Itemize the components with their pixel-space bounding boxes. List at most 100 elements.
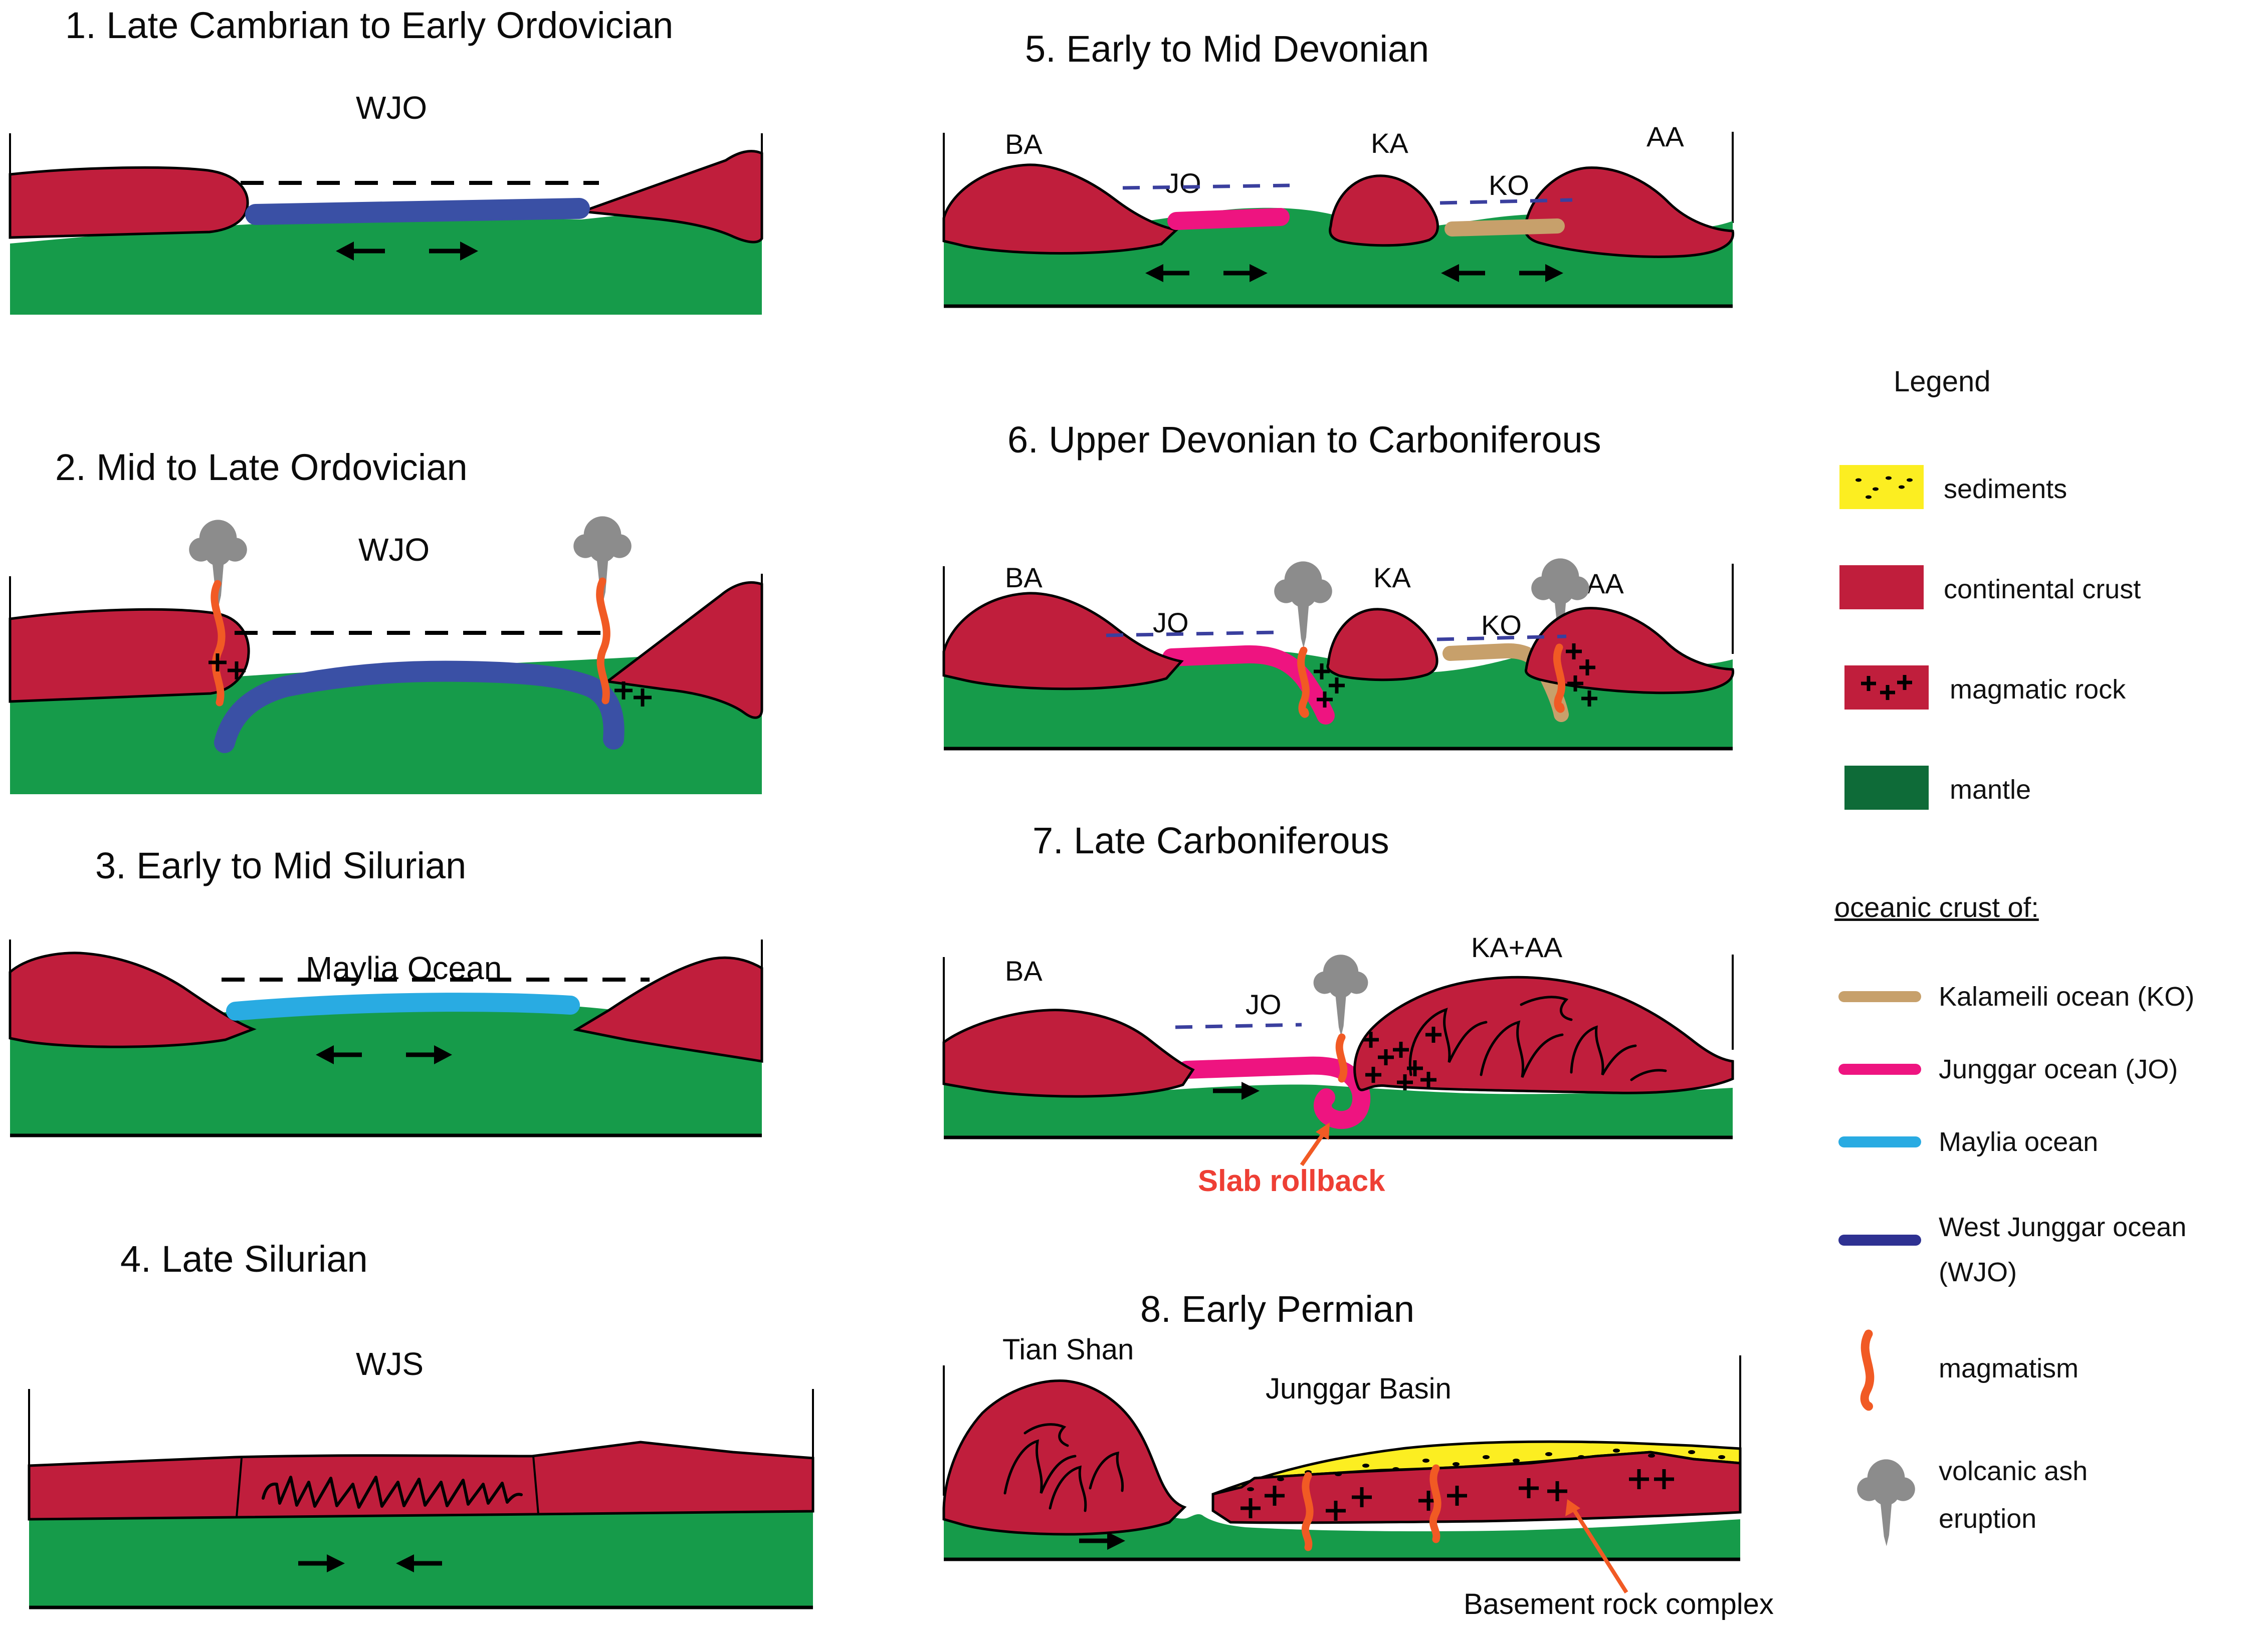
jo-crust-rollback bbox=[1177, 1056, 1371, 1129]
junggar-label: Junggar ocean (JO) bbox=[1939, 1054, 2178, 1084]
basement-rock-complex-label: Basement rock complex bbox=[1464, 1588, 1774, 1620]
basement-annotation-arrow bbox=[1565, 1499, 1628, 1594]
continental-crust-left bbox=[9, 608, 250, 703]
maylia-label: Maylia ocean bbox=[1939, 1127, 2099, 1157]
panel-8-title: 8. Early Permian bbox=[1140, 1288, 1414, 1330]
sediments-swatch-dots bbox=[1855, 476, 1913, 499]
panel-6-title: 6. Upper Devonian to Carboniferous bbox=[1007, 419, 1601, 460]
ko-label: KO bbox=[1481, 609, 1522, 641]
ba-label: BA bbox=[1005, 562, 1043, 593]
aa-continental-crust bbox=[1524, 166, 1735, 258]
ash-label-line2: eruption bbox=[1939, 1504, 2037, 1534]
panel-2-title: 2. Mid to Late Ordovician bbox=[55, 446, 468, 488]
continental-crust-right bbox=[604, 581, 763, 719]
aa-continental-crust bbox=[1524, 607, 1734, 694]
maylia-line-swatch bbox=[1838, 1136, 1921, 1147]
continental-crust-left bbox=[9, 166, 249, 239]
panel-2-drawing bbox=[9, 516, 763, 794]
spreading-arrows bbox=[1145, 264, 1563, 282]
magmatism-label: magmatism bbox=[1939, 1353, 2079, 1383]
magmatism-squiggle bbox=[1297, 646, 1310, 718]
mantle-swatch bbox=[1844, 766, 1929, 810]
sediments-label: sediments bbox=[1944, 474, 2068, 504]
junggar-line-swatch bbox=[1838, 1064, 1921, 1075]
plate-motion-arrow bbox=[1213, 1082, 1260, 1100]
basement-rock-complex bbox=[1211, 1451, 1742, 1524]
panel-7: 7. Late Carboniferous BA JO KA+AA Slab r… bbox=[930, 807, 1772, 1278]
sea-level-dashed-line bbox=[1175, 1023, 1302, 1029]
tian-shan-label: Tian Shan bbox=[1002, 1333, 1134, 1366]
fold-lines bbox=[1003, 1423, 1124, 1512]
panel-4: 4. Late Silurian WJS bbox=[5, 1233, 837, 1628]
continental-crust-label: continental crust bbox=[1944, 574, 2141, 604]
wjo-label: WJO bbox=[358, 532, 430, 568]
ka-aa-continental-crust bbox=[1353, 976, 1734, 1094]
ba-label: BA bbox=[1005, 128, 1043, 160]
slab-rollback-arrow bbox=[1300, 1122, 1330, 1167]
magmatism-squiggle bbox=[1429, 1464, 1441, 1543]
fault-line bbox=[236, 1458, 243, 1518]
panel-1-title: 1. Late Cambrian to Early Ordovician bbox=[65, 5, 674, 46]
ba-continental-crust bbox=[942, 592, 1184, 690]
magmatism-squiggle bbox=[1335, 1033, 1348, 1083]
continental-crust-right bbox=[573, 956, 763, 1063]
jo-crust bbox=[1167, 208, 1290, 230]
magmatism-icon bbox=[1860, 1329, 1875, 1411]
fault-line bbox=[532, 1456, 539, 1515]
kalameili-label: Kalameili ocean (KO) bbox=[1939, 982, 2195, 1012]
panel-1: 1. Late Cambrian to Early Ordovician WJO bbox=[5, 4, 772, 355]
magmatism-squiggle bbox=[1301, 1472, 1314, 1551]
magmatic-plus-signs bbox=[1241, 1469, 1674, 1521]
wjo-line-swatch bbox=[1838, 1235, 1921, 1246]
continental-crust-swatch bbox=[1839, 565, 1924, 609]
panel-8-drawing bbox=[942, 1355, 1742, 1594]
magmatic-plus-signs bbox=[209, 653, 652, 707]
panel-4-drawing bbox=[28, 1389, 814, 1609]
continental-crust-left bbox=[9, 952, 257, 1048]
magmatism-squiggle bbox=[1553, 643, 1566, 713]
aa-label: AA bbox=[1646, 121, 1684, 152]
wjo-label-line2: (WJO) bbox=[1939, 1257, 2017, 1287]
sea-level-dashed-line bbox=[1122, 183, 1290, 190]
convergence-arrows bbox=[298, 1554, 442, 1572]
sea-level-dashed-line bbox=[1106, 630, 1276, 637]
ka-aa-label: KA+AA bbox=[1471, 931, 1563, 963]
tian-shan-mountain bbox=[942, 1379, 1187, 1536]
magmatism-squiggle bbox=[596, 577, 610, 705]
panel-2: 2. Mid to Late Ordovician WJO bbox=[5, 438, 772, 799]
wjo-crust bbox=[245, 198, 590, 225]
oceanic-crust-header: oceanic crust of: bbox=[1834, 891, 2039, 923]
maylia-crust bbox=[226, 993, 580, 1021]
wjs-label: WJS bbox=[356, 1346, 424, 1382]
slab-rollback-label: Slab rollback bbox=[1198, 1164, 1385, 1198]
ko-label: KO bbox=[1489, 169, 1529, 201]
ash-cloud-icon bbox=[1313, 955, 1368, 1037]
junggar-basin-label: Junggar Basin bbox=[1266, 1372, 1452, 1405]
kalameili-line-swatch bbox=[1838, 991, 1921, 1002]
panel-3: 3. Early to Mid Silurian Maylia Ocean bbox=[5, 832, 772, 1183]
ash-cloud-icon bbox=[1274, 561, 1332, 648]
magmatism-squiggle bbox=[211, 580, 226, 707]
panel-5-drawing bbox=[942, 132, 1735, 308]
ba-label: BA bbox=[1005, 955, 1043, 987]
mantle bbox=[29, 1511, 813, 1607]
panel-8: 8. Early Permian Tian Shan Junggar Basin… bbox=[930, 1283, 1912, 1633]
ka-label: KA bbox=[1371, 127, 1408, 159]
legend-title: Legend bbox=[1894, 365, 1991, 398]
spreading-arrows bbox=[336, 242, 478, 261]
jo-label: JO bbox=[1246, 989, 1282, 1020]
ka-continental-crust bbox=[1326, 608, 1438, 681]
sea-level-dashed-line bbox=[1436, 634, 1567, 641]
magmatic-rock-label: magmatic rock bbox=[1950, 674, 2126, 705]
volcanic-ash-icon bbox=[1857, 1459, 1915, 1546]
panel-3-drawing bbox=[9, 940, 763, 1137]
magmatic-rock-swatch bbox=[1844, 665, 1929, 710]
wjo-label: WJO bbox=[356, 90, 428, 126]
panel-3-title: 3. Early to Mid Silurian bbox=[95, 845, 467, 886]
sediments-swatch bbox=[1839, 465, 1924, 509]
continental-crust-right bbox=[582, 150, 763, 244]
panel-5: 5. Early to Mid Devonian BA JO KA KO AA bbox=[930, 8, 1772, 368]
jo-label: JO bbox=[1165, 167, 1201, 199]
ash-label-line1: volcanic ash bbox=[1939, 1456, 2088, 1486]
